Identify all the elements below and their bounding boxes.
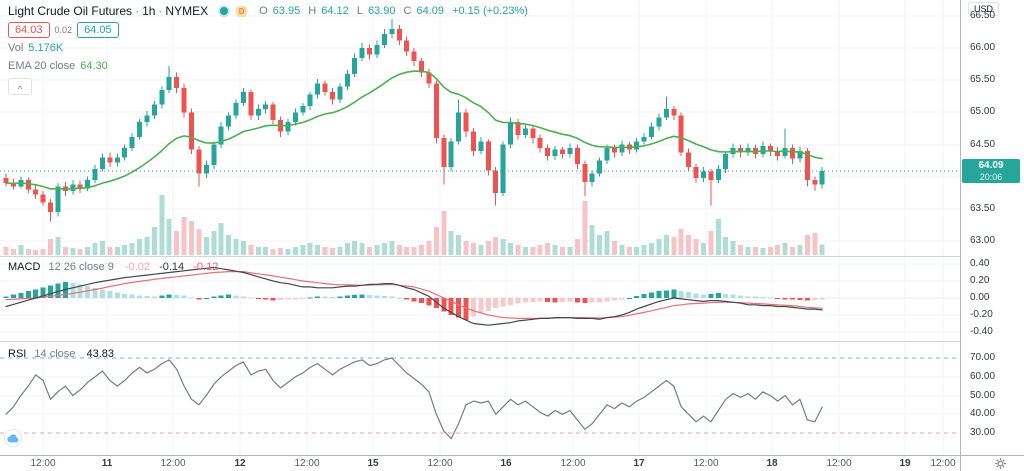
macd-params: 12 26 close 9: [48, 261, 114, 273]
ema-value: 64.30: [80, 60, 108, 72]
bid-ask-row: 64.03 0.02 64.05: [8, 22, 528, 38]
high-value: H 64.12: [308, 5, 349, 17]
time-axis-label: 19: [899, 458, 911, 469]
price-axis-label: 64.50: [970, 138, 996, 150]
price-axis-label: 63.00: [970, 235, 996, 246]
volume-label: Vol: [8, 42, 24, 54]
rsi-axis-label: 60.00: [970, 370, 996, 382]
gridlines: [0, 0, 960, 455]
macd-line-value: -0.14: [159, 261, 185, 273]
time-axis-label: 18: [766, 458, 778, 469]
macd-axis-label: -0.20: [970, 309, 993, 320]
last-price-badge: 64.09 20:06: [962, 158, 1020, 183]
chevron-up-icon: ^: [17, 83, 23, 94]
low-value: L 63.90: [356, 5, 396, 17]
open-value: O 63.95: [259, 5, 301, 17]
cloud-icon: [7, 433, 19, 442]
time-axis-label: 12:00: [294, 458, 320, 469]
rsi-legend[interactable]: RSI 14 close 43.83: [8, 348, 114, 360]
volume-value: 5.176K: [28, 42, 64, 54]
volume-series: [3, 195, 825, 255]
time-axis[interactable]: 12:00 11 12:00 12 12:00 15 12:00 16 12:00 17 12:00…: [0, 456, 960, 471]
rsi-value: 43.83: [86, 348, 114, 360]
time-axis-label: 12:00: [826, 458, 852, 469]
ema-legend[interactable]: EMA 20 close 64.30: [8, 58, 528, 74]
last-price-value: 64.09: [978, 159, 1004, 171]
time-axis-label: 12:00: [560, 458, 586, 469]
delayed-data-icon[interactable]: D: [236, 5, 248, 17]
macd-axis-label: -0.40: [970, 326, 993, 337]
axis-settings-button[interactable]: [992, 457, 1008, 470]
symbol-header-row: Light Crude Oil Futures · 1h · NYMEX D O…: [8, 3, 528, 19]
price-axis-label: 63.50: [970, 202, 996, 214]
currency-toggle[interactable]: USD: [968, 2, 1000, 16]
macd-name: MACD: [8, 261, 41, 273]
price-axis[interactable]: USD 64.09 20:06 66.50 66.00 65.50 65.00 64.5…: [961, 0, 1024, 455]
macd-signal-value: -0.12: [193, 261, 219, 273]
ema-line: [5, 70, 824, 190]
gear-icon: [994, 458, 1006, 469]
time-axis-label: 17: [633, 458, 645, 469]
price-axis-label: 65.50: [970, 74, 996, 86]
time-axis-label: 15: [367, 458, 379, 469]
candlestick-series: [3, 19, 825, 222]
time-axis-label: 12:00: [930, 458, 956, 469]
rsi-name: RSI: [8, 348, 27, 360]
exchange-label: NYMEX: [165, 4, 209, 18]
macd-legend[interactable]: MACD 12 26 close 9 -0.02 -0.14 -0.12: [8, 261, 218, 273]
macd-hist-value: -0.02: [124, 261, 151, 273]
macd-axis-label: 0.00: [970, 292, 990, 303]
buy-button[interactable]: 64.05: [77, 22, 119, 38]
price-axis-label: 66.50: [970, 10, 996, 21]
time-axis-label: 12:00: [160, 458, 186, 469]
ema-label: EMA 20 close: [8, 60, 76, 72]
collapse-legend-button[interactable]: ^: [8, 78, 32, 95]
macd-signal-line: [5, 271, 823, 319]
market-status-icon[interactable]: [220, 7, 229, 15]
change-value: +0.15 (+0.23%): [452, 5, 528, 17]
macd-histogram: [3, 281, 825, 321]
price-axis-label: 65.00: [970, 106, 996, 118]
sell-button[interactable]: 64.03: [8, 22, 50, 38]
rsi-params: 14 close: [34, 348, 76, 360]
macd-axis-label: 0.40: [970, 258, 990, 269]
time-axis-label: 12:00: [693, 458, 719, 469]
ohlc-readout: O 63.95 H 64.12 L 63.90 C 64.09 +0.15 (+0.23…: [259, 5, 528, 17]
spread-value: 0.02: [54, 25, 73, 35]
price-axis-label: 66.00: [970, 42, 996, 54]
macd-axis-label: 0.20: [970, 275, 990, 286]
close-value: C 64.09: [403, 5, 445, 17]
rsi-axis-label: 40.00: [970, 408, 996, 420]
separator: ·: [158, 4, 163, 18]
rsi-axis-label: 30.00: [970, 427, 996, 438]
publish-idea-button[interactable]: [4, 429, 22, 447]
time-axis-label: 16: [500, 458, 512, 469]
interval-label[interactable]: 1h: [142, 4, 156, 18]
rsi-axis-label: 70.00: [970, 352, 996, 363]
rsi-line: [5, 357, 823, 440]
rsi-axis-label: 50.00: [970, 389, 996, 401]
macd-line: [5, 266, 823, 326]
time-axis-label: 12:00: [30, 458, 56, 469]
bar-countdown: 20:06: [979, 171, 1003, 182]
volume-legend[interactable]: Vol 5.176K: [8, 40, 528, 56]
symbol-legend: Light Crude Oil Futures · 1h · NYMEX D O…: [8, 3, 528, 95]
symbol-title[interactable]: Light Crude Oil Futures: [8, 4, 133, 18]
time-axis-label: 11: [101, 458, 113, 469]
separator: ·: [135, 4, 140, 18]
time-axis-label: 12:00: [427, 458, 453, 469]
time-axis-label: 12: [234, 458, 246, 469]
